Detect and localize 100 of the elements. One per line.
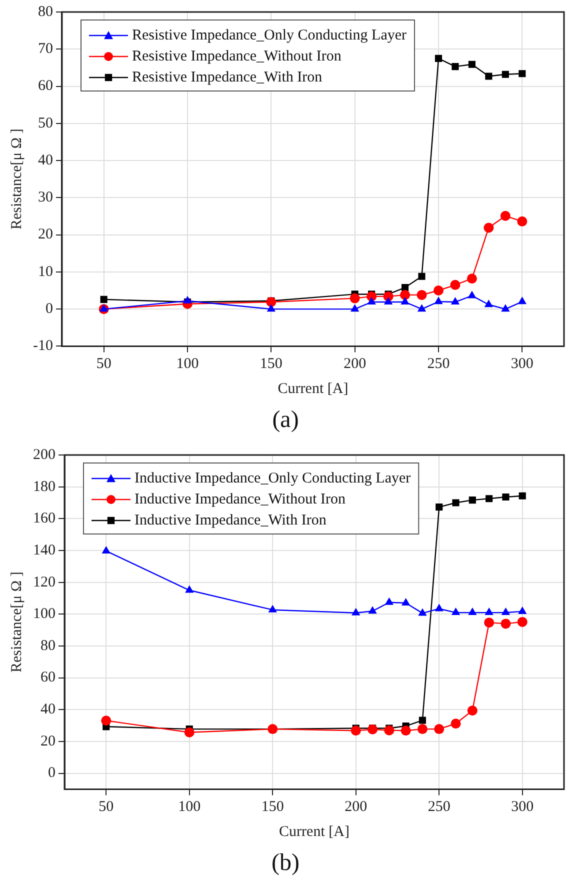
legend-label: Inductive Impedance_Only Conducting Layer [134,470,411,486]
point [434,296,443,304]
point [183,296,192,304]
point [368,724,378,734]
legend-label: Resistive Impedance_With Iron [132,69,323,86]
point [350,726,361,736]
point [384,597,394,605]
y-tick-label: 0 [45,301,53,318]
point [350,304,360,312]
x-tick-label: 250 [428,799,450,816]
point [401,598,410,606]
point [484,608,494,616]
point [468,608,477,616]
point [417,304,426,312]
x-axis-title: Current [A] [278,381,348,398]
legend-label: Inductive Impedance_With Iron [134,512,327,528]
y-tick-label: 60 [40,670,56,686]
x-tick-label: 200 [344,799,368,816]
point [266,304,276,312]
point [367,297,376,305]
point [486,495,493,502]
point [384,725,394,736]
y-tick-label: 100 [33,606,56,622]
x-tick-label: 100 [176,356,199,372]
legend-label: Resistive Impedance_Only Conducting Layer [132,27,407,44]
y-tick-label: 20 [40,733,56,750]
y-tick-label: 200 [33,446,56,463]
x-tick-label: 50 [96,356,112,372]
point [100,296,108,303]
y-tick-label: 0 [48,765,56,782]
legend-label: Inductive Impedance_Without Iron [134,491,346,508]
y-tick-label: 20 [38,226,53,243]
point [400,726,411,736]
point [518,296,526,304]
y-tick-label: 30 [38,190,53,206]
point [268,604,277,612]
y-tick-label: 80 [40,638,56,654]
y-tick-label: -10 [32,338,53,354]
point [517,616,528,627]
point [416,290,427,300]
point [518,492,526,500]
point [436,504,443,511]
y-tick-label: 180 [33,478,56,495]
point [266,297,276,308]
point [466,274,477,284]
point [368,606,377,614]
x-tick-label: 50 [98,799,114,816]
x-tick-label: 300 [510,356,534,372]
point [451,608,460,616]
x-tick-label: 150 [260,356,282,372]
y-tick-label: 50 [38,115,53,132]
x-tick-label: 200 [344,356,366,372]
point [452,499,460,506]
point [468,60,476,68]
y-axis-title: Resistance[μ Ω ] [8,128,25,230]
point [352,608,360,616]
y-tick-label: 160 [33,510,56,527]
point [467,706,478,716]
y-axis-title: Resistance[μ Ω ] [8,572,25,673]
point [518,606,527,614]
point [401,284,409,292]
point [450,280,460,290]
point [484,300,494,308]
point [434,724,444,734]
x-tick-label: 150 [261,799,284,816]
y-tick-label: 70 [38,41,53,58]
point [468,496,476,504]
point [101,716,112,726]
point [501,608,510,616]
x-tick-label: 100 [178,799,201,816]
point [418,272,426,280]
x-axis-title: Current [A] [279,824,350,840]
y-tick-label: 80 [38,4,53,20]
point [434,54,442,62]
point [468,290,476,298]
point [484,222,494,233]
y-tick-label: 60 [38,78,53,94]
point [417,724,428,734]
y-tick-label: 140 [33,542,56,558]
point [350,293,360,304]
y-tick-label: 40 [40,702,56,718]
y-tick-label: 40 [38,152,53,168]
point [434,286,444,296]
point [418,716,426,724]
y-tick-label: 120 [33,574,56,590]
point [502,70,509,78]
point [501,304,510,312]
point [418,608,427,616]
point [450,297,460,305]
point [400,290,410,300]
x-tick-label: 250 [427,356,450,372]
point [102,546,110,554]
point [100,304,108,312]
point [384,297,393,305]
point [434,604,444,612]
point [502,493,510,501]
point [185,585,194,593]
text: (a) [272,406,299,433]
point [500,618,511,629]
legend-label: Resistive Impedance_Without Iron [132,48,342,64]
